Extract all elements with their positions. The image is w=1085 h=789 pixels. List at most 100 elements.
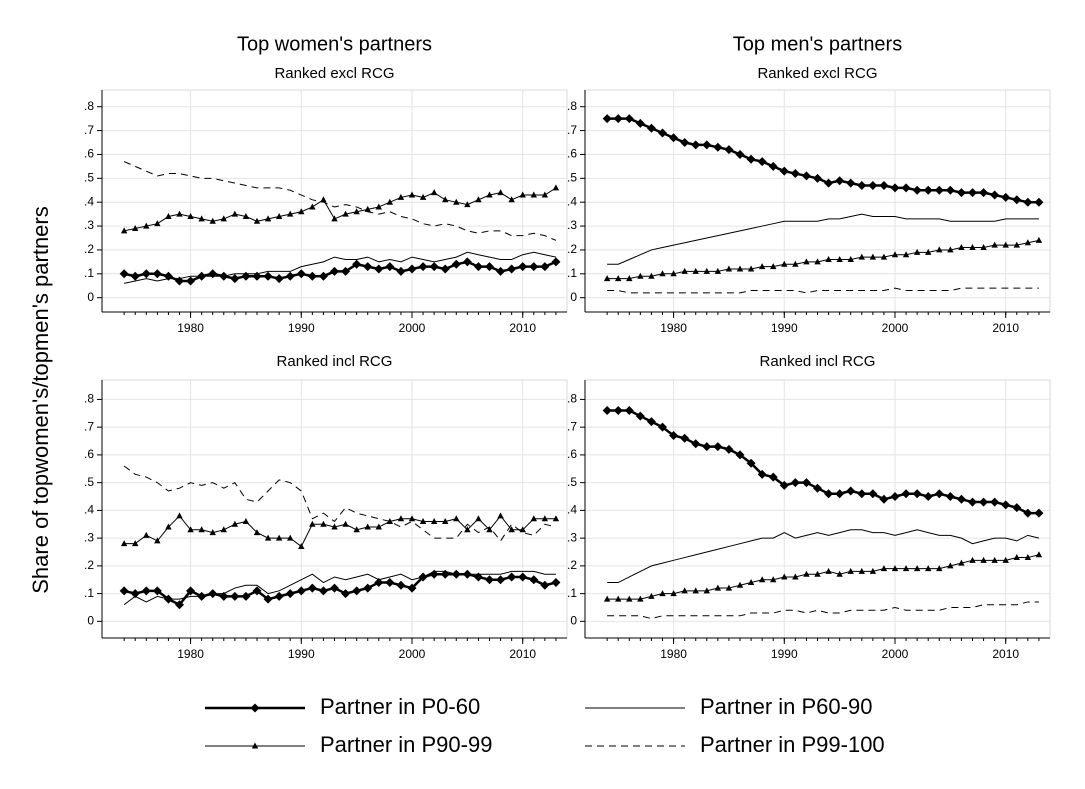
y-tick-label: 0: [570, 614, 577, 628]
triangle-marker: [331, 215, 338, 222]
triangle-marker: [275, 534, 283, 541]
series-line: [607, 601, 1039, 620]
series-line: [607, 409, 1039, 515]
triangle-marker: [430, 189, 438, 196]
diamond-marker: [1012, 503, 1022, 513]
diamond-marker: [352, 586, 362, 596]
diamond-marker: [1001, 192, 1011, 202]
y-tick-label: .7: [84, 123, 94, 137]
triangle-marker: [725, 584, 733, 591]
diamond-marker: [602, 114, 612, 124]
diamond-marker: [263, 594, 273, 604]
triangle-marker: [198, 526, 205, 533]
y-tick-label: .7: [567, 419, 577, 433]
y-tick-label: .3: [84, 218, 94, 232]
triangle-marker: [781, 260, 788, 267]
x-tick-label: 1980: [660, 321, 687, 335]
triangle-marker: [143, 222, 150, 229]
triangle-marker: [825, 255, 832, 262]
triangle-marker: [209, 217, 216, 224]
triangle-marker: [386, 198, 394, 205]
triangle-marker: [264, 215, 272, 222]
diamond-marker: [724, 444, 734, 454]
x-tick-label: 2010: [992, 321, 1019, 335]
diamond-marker: [341, 589, 351, 599]
triangle-marker: [836, 255, 843, 262]
triangle-marker: [936, 246, 943, 253]
triangle-marker: [397, 193, 405, 200]
diamond-marker: [529, 262, 539, 272]
series-line: [607, 239, 1040, 280]
y-tick-label: .2: [567, 242, 577, 256]
diamond-marker: [934, 185, 944, 195]
panel-subtitle: Ranked incl RCG: [277, 353, 393, 370]
diamond-marker: [296, 586, 306, 596]
triangle-marker: [958, 244, 965, 251]
triangle-marker: [847, 567, 854, 574]
y-tick-label: .4: [567, 194, 577, 208]
y-tick-label: .6: [567, 447, 577, 461]
triangle-marker: [552, 515, 560, 522]
triangle-marker: [298, 208, 305, 215]
diamond-marker: [979, 497, 989, 507]
y-tick-label: .2: [567, 558, 577, 572]
diamond-marker: [735, 149, 745, 159]
triangle-marker: [253, 217, 261, 224]
diamond-marker: [429, 569, 439, 579]
triangle-marker: [980, 244, 987, 251]
triangle-marker: [342, 210, 349, 217]
triangle-marker: [836, 570, 843, 577]
plot-area: [584, 89, 1051, 313]
triangle-marker: [1035, 236, 1043, 243]
triangle-marker: [681, 267, 688, 274]
triangle-marker: [187, 526, 194, 533]
diamond-marker: [680, 138, 690, 148]
triangle-marker: [386, 517, 394, 524]
y-tick-label: .4: [567, 503, 577, 517]
diamond-marker: [669, 133, 679, 143]
series-line: [124, 187, 557, 232]
triangle-marker: [541, 191, 549, 198]
diamond-marker: [341, 266, 351, 276]
diamond-marker: [790, 478, 800, 488]
triangle-marker: [353, 526, 360, 533]
diamond-marker: [857, 489, 867, 499]
diamond-marker: [680, 433, 690, 443]
diamond-marker: [1034, 197, 1044, 207]
y-tick-label: .7: [567, 123, 577, 137]
triangle-marker: [154, 537, 161, 544]
x-tick-label: 2000: [882, 321, 909, 335]
series-line: [123, 570, 556, 606]
triangle-marker: [648, 592, 655, 599]
triangle-marker: [758, 576, 766, 583]
diamond-marker: [130, 589, 140, 599]
x-tick-label: 1990: [288, 647, 315, 661]
triangle-marker: [464, 201, 471, 208]
diamond-marker: [407, 583, 417, 593]
triangle-marker: [913, 248, 921, 255]
triangle-marker: [209, 529, 216, 536]
triangle-marker: [1035, 551, 1043, 558]
y-tick-label: .4: [84, 503, 94, 517]
diamond-marker: [901, 489, 911, 499]
triangle-marker: [736, 581, 744, 588]
diamond-marker: [485, 262, 494, 272]
triangle-marker: [692, 267, 699, 274]
x-tick-label: 1980: [660, 647, 687, 661]
diamond-marker: [551, 257, 561, 267]
diamond-marker: [473, 262, 483, 272]
triangle-marker: [858, 567, 865, 574]
triangle-marker: [508, 196, 515, 203]
triangle-marker: [530, 515, 537, 522]
x-tick-label: 1980: [177, 321, 204, 335]
triangle-marker: [969, 244, 976, 251]
plot-area: [101, 379, 568, 639]
triangle-marker: [725, 265, 733, 272]
series-line: [607, 529, 1040, 584]
triangle-marker: [736, 265, 744, 272]
diamond-marker: [868, 180, 878, 190]
triangle-marker: [803, 570, 810, 577]
triangle-marker: [792, 260, 799, 267]
diamond-marker: [846, 178, 856, 188]
diamond-marker: [968, 188, 977, 198]
